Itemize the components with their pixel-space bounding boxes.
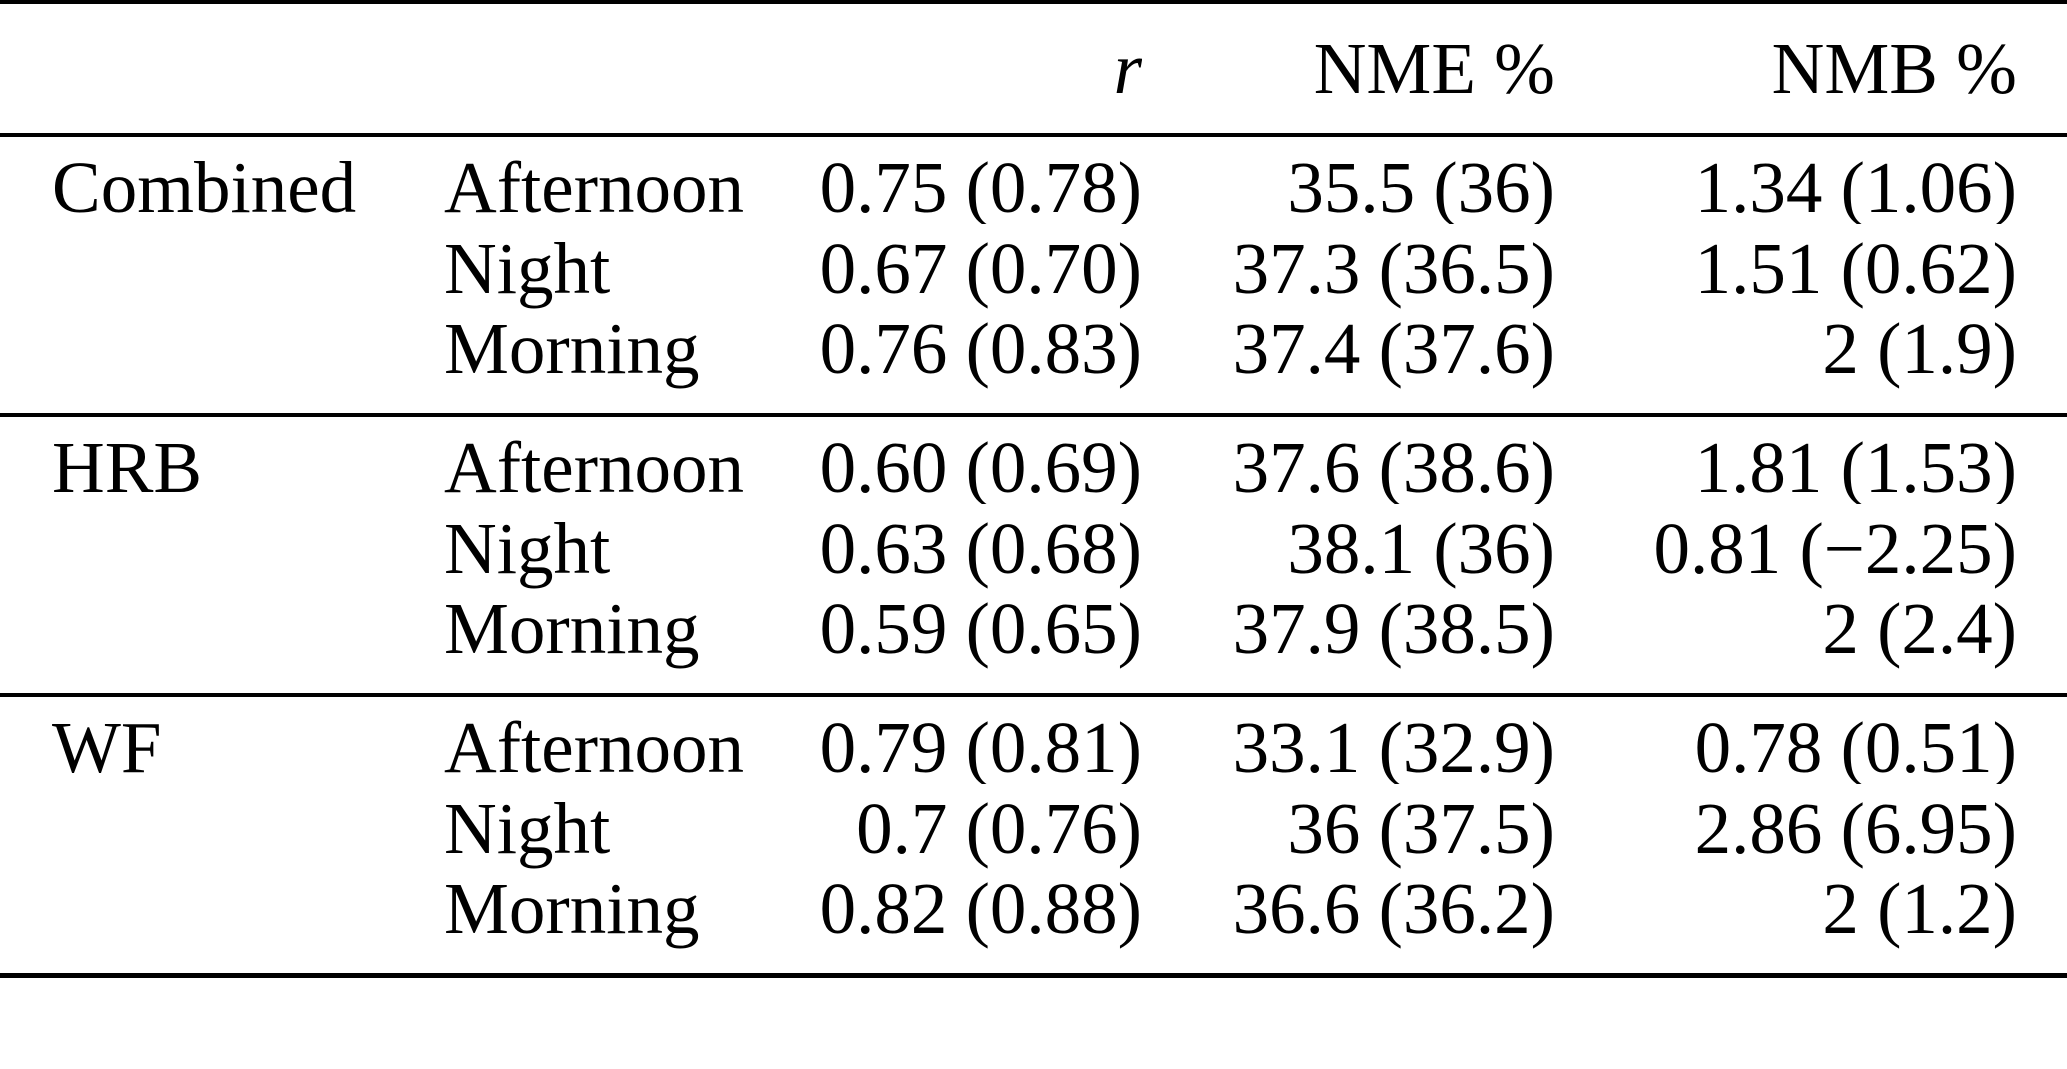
section-combined: Combined Afternoon 0.75 (0.78) 35.5 (36)… (0, 135, 2067, 415)
nmb-value: 1.34 (1.06) (1694, 147, 2017, 224)
header-nme: NME % (1142, 2, 1555, 137)
group-cell (0, 592, 440, 695)
statistics-table: r NME % NMB % Combined Afternoon 0.75 (0… (0, 0, 2067, 978)
group-cell (0, 312, 440, 415)
nme-value: 33.1 (32.9) (1232, 707, 1555, 784)
time-label: Morning (444, 872, 700, 949)
table-row: Night 0.67 (0.70) 37.3 (36.5) 1.51 (0.62… (0, 224, 2067, 312)
nme-value: 36 (37.5) (1287, 787, 1555, 869)
time-label: Afternoon (444, 147, 745, 224)
nmb-value: 2 (2.4) (1822, 592, 2017, 669)
time-label: Morning (444, 592, 700, 669)
section-wf: WF Afternoon 0.79 (0.81) 33.1 (32.9) 0.7… (0, 695, 2067, 976)
nmb-value: 2.86 (6.95) (1694, 787, 2017, 869)
nme-value: 38.1 (36) (1287, 507, 1555, 589)
group-label: WF (52, 707, 162, 784)
header-time-cell (440, 2, 790, 137)
group-cell (0, 784, 440, 872)
group-label: Combined (52, 147, 357, 224)
header-r: r (790, 2, 1142, 137)
table-row: Night 0.7 (0.76) 36 (37.5) 2.86 (6.95) (0, 784, 2067, 872)
nme-value: 37.9 (38.5) (1232, 592, 1555, 669)
nme-value: 37.3 (36.5) (1232, 227, 1555, 309)
section-hrb: HRB Afternoon 0.60 (0.69) 37.6 (38.6) 1.… (0, 415, 2067, 695)
group-cell (0, 224, 440, 312)
time-label: Morning (444, 312, 700, 389)
group-cell (0, 872, 440, 976)
r-value: 0.76 (0.83) (819, 312, 1142, 389)
r-value: 0.67 (0.70) (819, 227, 1142, 309)
nme-value: 36.6 (36.2) (1232, 872, 1555, 949)
time-label: Night (444, 507, 611, 589)
nme-value: 37.4 (37.6) (1232, 312, 1555, 389)
r-value: 0.7 (0.76) (856, 787, 1142, 869)
r-value: 0.79 (0.81) (819, 707, 1142, 784)
r-value: 0.63 (0.68) (819, 507, 1142, 589)
nmb-value: 1.51 (0.62) (1694, 227, 2017, 309)
table-row: HRB Afternoon 0.60 (0.69) 37.6 (38.6) 1.… (0, 415, 2067, 504)
time-label: Night (444, 787, 611, 869)
header-nmb: NMB % (1555, 2, 2067, 137)
r-value: 0.59 (0.65) (819, 592, 1142, 669)
nmb-value: 0.78 (0.51) (1694, 707, 2017, 784)
table-row: WF Afternoon 0.79 (0.81) 33.1 (32.9) 0.7… (0, 695, 2067, 784)
header-row: r NME % NMB % (0, 2, 2067, 137)
time-label: Afternoon (444, 707, 745, 784)
table-header: r NME % NMB % (0, 2, 2067, 137)
r-value: 0.75 (0.78) (819, 147, 1142, 224)
nmb-value: 0.81 (−2.25) (1653, 507, 2017, 589)
nme-value: 35.5 (36) (1287, 147, 1555, 224)
r-value: 0.82 (0.88) (819, 872, 1142, 949)
r-value: 0.60 (0.69) (819, 427, 1142, 504)
table-row: Combined Afternoon 0.75 (0.78) 35.5 (36)… (0, 135, 2067, 224)
nmb-value: 1.81 (1.53) (1694, 427, 2017, 504)
table-row: Morning 0.59 (0.65) 37.9 (38.5) 2 (2.4) (0, 592, 2067, 695)
nme-value: 37.6 (38.6) (1232, 427, 1555, 504)
table-row: Morning 0.82 (0.88) 36.6 (36.2) 2 (1.2) (0, 872, 2067, 976)
time-label: Night (444, 227, 611, 309)
nmb-value: 2 (1.2) (1822, 872, 2017, 949)
group-label: HRB (52, 427, 203, 504)
header-group-cell (0, 2, 440, 137)
time-label: Afternoon (444, 427, 745, 504)
table-row: Morning 0.76 (0.83) 37.4 (37.6) 2 (1.9) (0, 312, 2067, 415)
group-cell (0, 504, 440, 592)
nmb-value: 2 (1.9) (1822, 312, 2017, 389)
table-row: Night 0.63 (0.68) 38.1 (36) 0.81 (−2.25) (0, 504, 2067, 592)
